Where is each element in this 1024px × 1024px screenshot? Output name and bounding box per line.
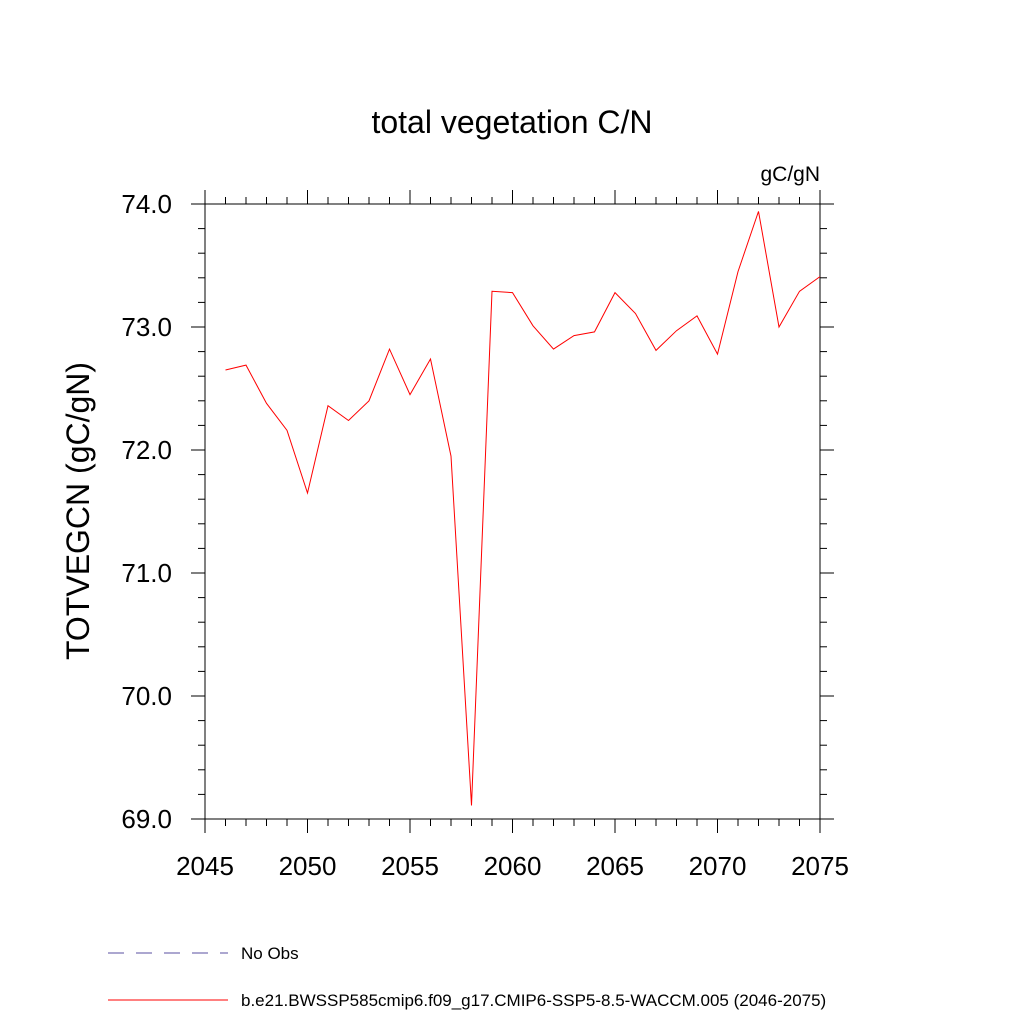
y-tick-label: 71.0 <box>121 558 172 588</box>
x-tick-label: 2075 <box>791 851 849 881</box>
y-tick-label: 69.0 <box>121 804 172 834</box>
series-line <box>225 211 821 806</box>
plot-border <box>204 203 821 820</box>
legend-label: b.e21.BWSSP585cmip6.f09_g17.CMIP6-SSP5-8… <box>241 991 826 1010</box>
series-lines <box>225 211 821 806</box>
legend-label: No Obs <box>241 944 299 963</box>
y-axis-label: TOTVEGCN (gC/gN) <box>60 362 96 660</box>
y-tick-label: 72.0 <box>121 435 172 465</box>
chart-title: total vegetation C/N <box>371 104 652 140</box>
plot-frame <box>204 203 821 820</box>
units-label: gC/gN <box>760 163 820 186</box>
x-tick-label: 2070 <box>689 851 747 881</box>
x-tick-label: 2045 <box>176 851 234 881</box>
y-tick-label: 74.0 <box>121 189 172 219</box>
axis-ticks <box>191 190 834 833</box>
y-tick-label: 70.0 <box>121 681 172 711</box>
x-tick-label: 2065 <box>586 851 644 881</box>
x-tick-label: 2055 <box>381 851 439 881</box>
x-tick-label: 2060 <box>484 851 542 881</box>
x-tick-label: 2050 <box>279 851 337 881</box>
legend: No Obs b.e21.BWSSP585cmip6.f09_g17.CMIP6-… <box>108 944 826 1010</box>
y-tick-label: 73.0 <box>121 312 172 342</box>
tick-labels: 2045 2050 2055 2060 2065 2070 2075 69.0 70.0 71.0… <box>121 189 849 881</box>
